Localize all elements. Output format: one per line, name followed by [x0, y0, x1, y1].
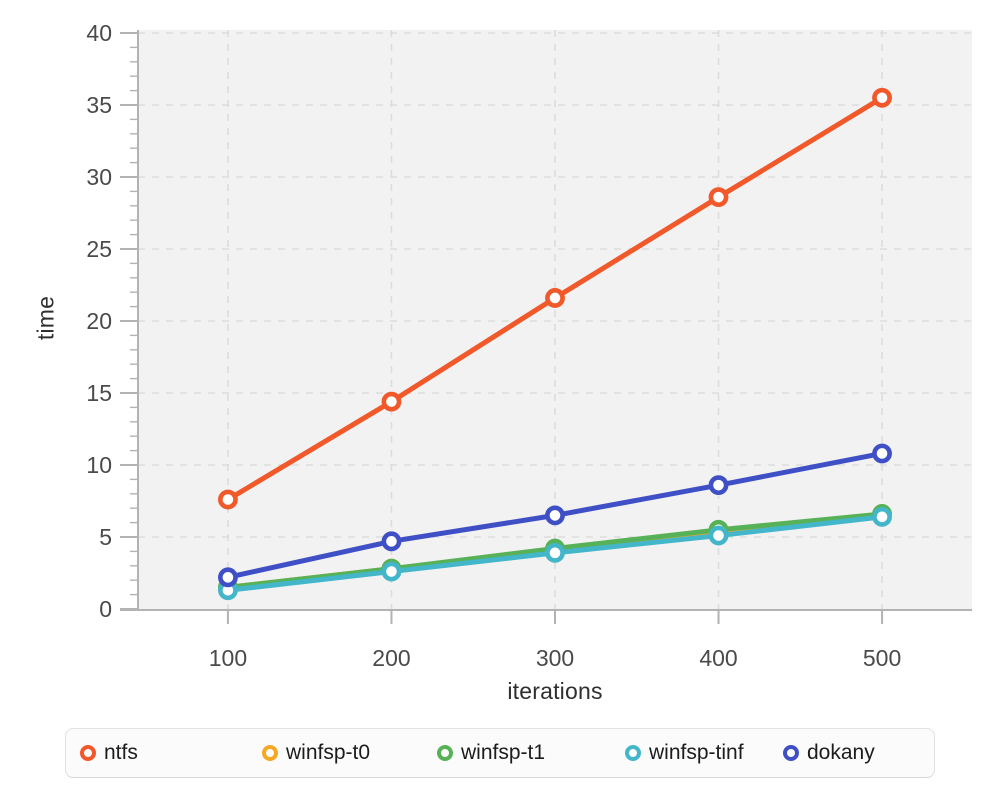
- legend-label: winfsp-t0: [286, 741, 371, 764]
- dokany-marker-icon: [783, 745, 799, 761]
- legend-item-dokany[interactable]: dokany: [783, 741, 875, 765]
- legend-item-winfsp-tinf[interactable]: winfsp-tinf: [625, 741, 783, 765]
- legend-item-ntfs[interactable]: ntfs: [80, 741, 262, 765]
- series-ntfs: [218, 87, 892, 510]
- data-point: [545, 542, 565, 563]
- legend-label: dokany: [807, 741, 875, 764]
- x-tick-label: 100: [209, 645, 247, 671]
- data-point: [545, 505, 565, 526]
- x-tick-label: 500: [863, 645, 901, 671]
- legend-item-winfsp-t0[interactable]: winfsp-t0: [262, 741, 437, 765]
- chart-legend: ntfs winfsp-t0 winfsp-t1 winfsp-tinf dokany: [65, 728, 935, 778]
- y-tick-label: 5: [99, 524, 112, 550]
- data-point: [708, 187, 729, 208]
- data-point: [872, 443, 892, 464]
- y-tick-label: 25: [86, 236, 112, 262]
- y-tick-label: 10: [86, 452, 112, 478]
- data-point: [708, 475, 729, 496]
- data-point: [381, 561, 402, 582]
- y-axis-title: time: [32, 295, 59, 341]
- data-point: [872, 506, 892, 527]
- data-point: [872, 87, 892, 108]
- legend-label: winfsp-tinf: [649, 741, 744, 764]
- data-point: [218, 567, 238, 588]
- y-tick-label: 20: [86, 308, 112, 334]
- data-point: [381, 531, 402, 552]
- x-tick-label: 400: [699, 645, 737, 671]
- winfsp-tinf-marker-icon: [625, 745, 641, 761]
- ntfs-marker-icon: [80, 745, 96, 761]
- x-axis-title: iterations: [507, 678, 603, 704]
- y-tick-label: 0: [99, 596, 112, 622]
- data-point: [218, 489, 238, 510]
- series-dokany: [218, 443, 892, 588]
- data-point: [545, 288, 565, 308]
- y-tick-label: 30: [86, 164, 112, 190]
- series-winfsp-tinf: [218, 506, 892, 601]
- legend-label: ntfs: [104, 741, 138, 764]
- y-tick-label: 35: [86, 92, 112, 118]
- data-point: [381, 391, 402, 412]
- x-tick-label: 300: [536, 645, 574, 671]
- legend-item-winfsp-t1[interactable]: winfsp-t1: [437, 741, 625, 765]
- chart-plot-area: 0 5 10 15 20 25 30 35 40 100 200 300 400 500: [86, 20, 972, 671]
- winfsp-t0-marker-icon: [262, 745, 278, 761]
- data-point: [708, 525, 729, 546]
- x-tick-label: 200: [372, 645, 410, 671]
- y-tick-label: 40: [86, 20, 112, 46]
- y-tick-label: 15: [86, 380, 112, 406]
- legend-label: winfsp-t1: [461, 741, 546, 764]
- winfsp-t1-marker-icon: [437, 745, 453, 761]
